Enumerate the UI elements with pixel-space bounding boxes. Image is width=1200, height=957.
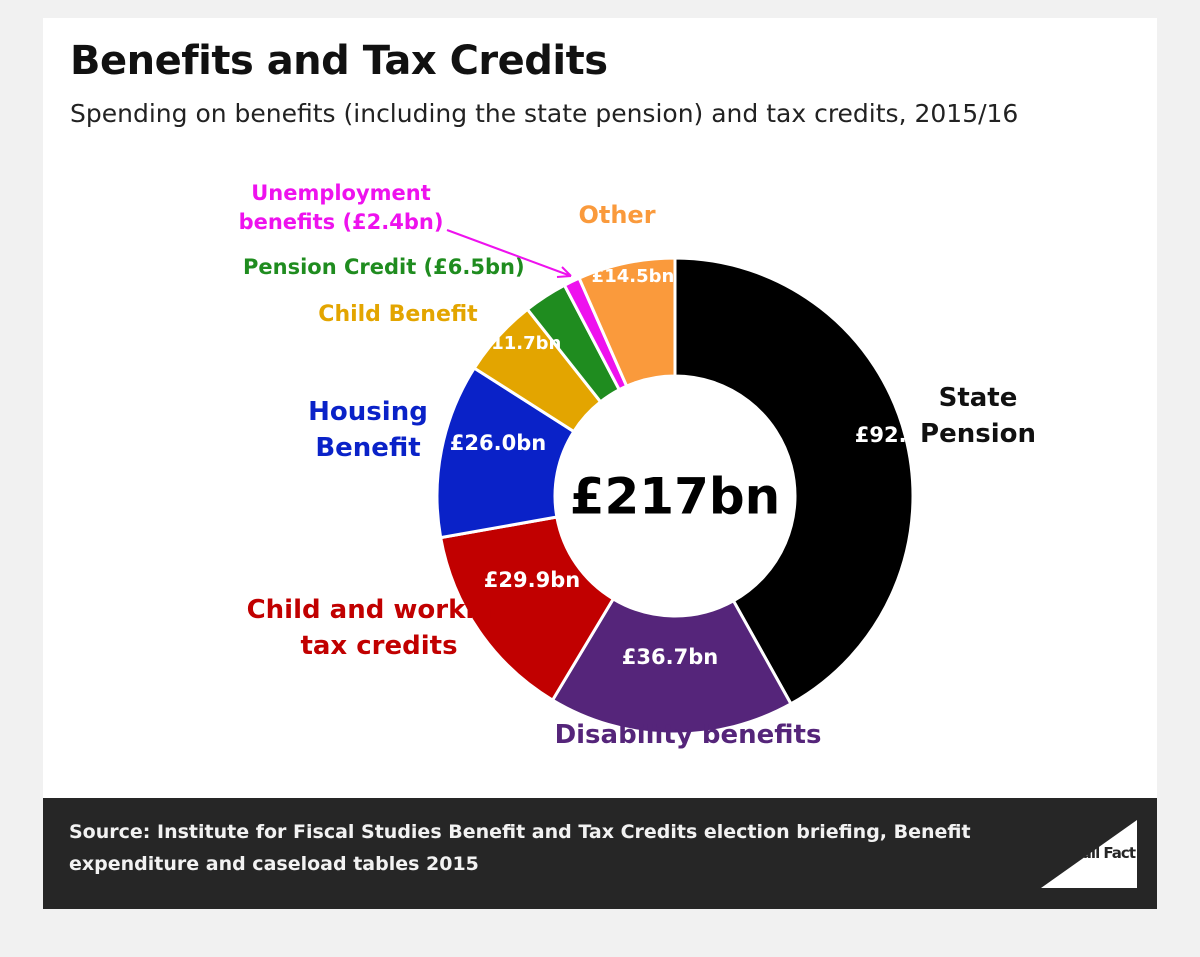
chart-subtitle: Spending on benefits (including the stat… [70, 99, 1019, 128]
chart-title: Benefits and Tax Credits [70, 38, 608, 84]
slice-state-pension [673, 256, 915, 706]
category-label-other: Other [578, 201, 655, 229]
value-label-state-pension: £92.1 [855, 423, 921, 447]
source-label: Source: [69, 821, 151, 843]
logo-text: Full Fact [1072, 844, 1136, 862]
category-label-pension-credit: Pension Credit (£6.5bn) [243, 255, 525, 279]
center-total-label: £217bn [570, 468, 781, 526]
category-label-housing-benefit: Housing Benefit [308, 397, 428, 463]
value-label-child-benefit: £11.7bn [479, 333, 562, 354]
value-label-other: £14.5bn [592, 266, 675, 287]
unemployment-leader-arrow [446, 229, 572, 278]
slice-other [577, 256, 677, 389]
category-label-unemployment-benefits: Unemployment benefits (£2.4bn) [239, 181, 444, 234]
donut-chart: £92.1 £36.7bn £29.9bn £26.0bn £11.7bn £14.5bn… [239, 181, 1036, 750]
category-label-child-and-working-tax-credits: Child and working tax credits [247, 595, 512, 661]
source-note: Source: Institute for Fiscal Studies Ben… [69, 816, 1029, 880]
source-footer: Source: Institute for Fiscal Studies Ben… [43, 798, 1157, 909]
category-label-state-pension: State Pension [920, 383, 1036, 449]
source-body: Institute for Fiscal Studies Benefit and… [69, 821, 971, 875]
chart-card: Benefits and Tax Credits Spending on ben… [43, 18, 1157, 909]
value-label-child-and-working-tax-credits: £29.9bn [484, 568, 580, 592]
full-fact-logo [1041, 820, 1137, 888]
category-label-disability-benefits: Disability benefits [555, 720, 822, 750]
value-label-housing-benefit: £26.0bn [450, 431, 546, 455]
category-label-child-benefit: Child Benefit [318, 302, 478, 327]
value-label-disability-benefits: £36.7bn [622, 645, 718, 669]
slice-disability-benefits [550, 596, 793, 736]
